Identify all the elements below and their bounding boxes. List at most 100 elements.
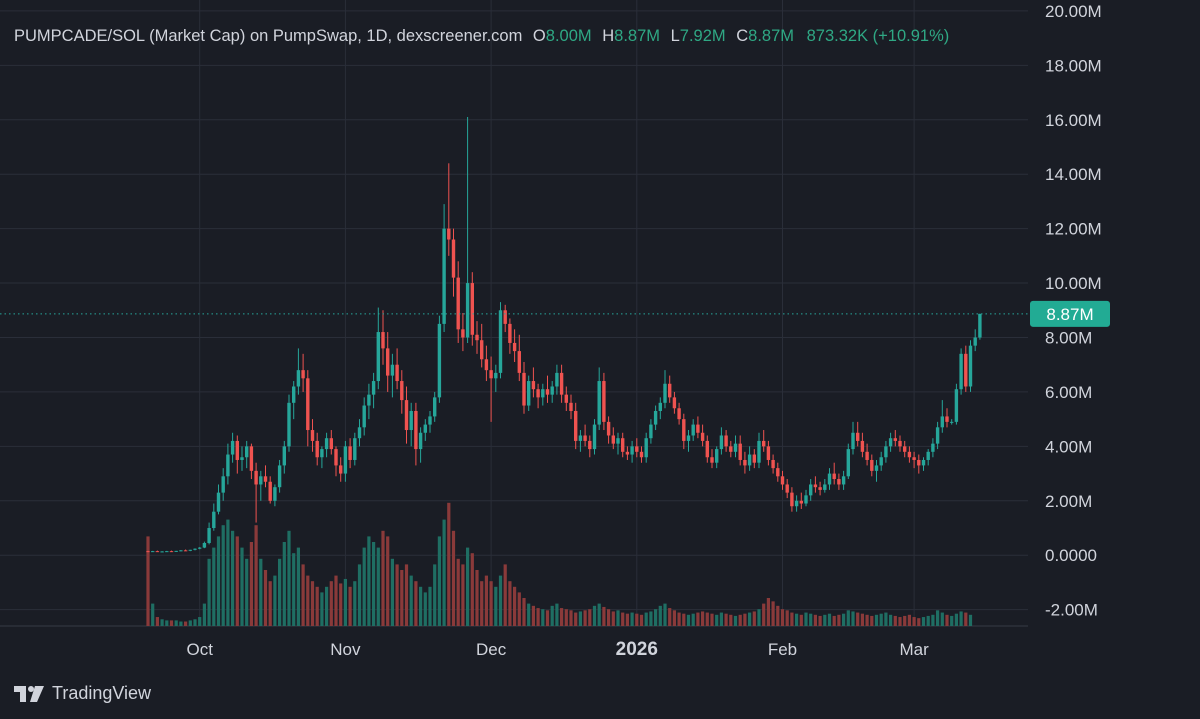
volume-bar <box>607 609 611 626</box>
candle-body <box>470 283 474 335</box>
volume-bar <box>616 610 620 626</box>
candle-body <box>757 440 761 463</box>
volume-bar <box>235 536 239 626</box>
candle-body <box>912 457 916 460</box>
y-tick-label: 10.00M <box>1045 274 1102 293</box>
volume-bar <box>776 605 780 626</box>
volume-bar <box>931 614 935 626</box>
volume-bar <box>484 575 488 626</box>
volume-bar <box>184 621 188 626</box>
candle-body <box>489 370 493 379</box>
tradingview-brand[interactable]: TradingView <box>14 683 151 704</box>
candle-body <box>334 449 338 466</box>
candle-body <box>386 348 390 376</box>
candle-body <box>151 551 155 553</box>
volume-bar <box>414 581 418 626</box>
volume-bar <box>921 617 926 626</box>
candle-body <box>705 440 709 458</box>
volume-bar <box>310 581 315 626</box>
volume-bar <box>287 530 291 626</box>
candle-body <box>818 487 822 490</box>
candle-body <box>362 405 366 428</box>
low-label: L <box>670 27 680 45</box>
volume-bar <box>912 617 916 626</box>
volume-bar <box>273 575 277 626</box>
candle-body <box>160 551 164 553</box>
volume-bar <box>263 570 268 626</box>
candle-body <box>155 551 160 553</box>
volume-bar <box>329 581 333 626</box>
candle-body <box>527 381 531 406</box>
candle-body <box>738 443 742 460</box>
candle-body <box>809 484 813 496</box>
candle-body <box>353 438 357 460</box>
candle-body <box>447 228 451 240</box>
grid-lines <box>0 0 1028 627</box>
candle-body <box>677 408 681 420</box>
volume-bar <box>621 612 625 626</box>
candle-body <box>480 340 484 360</box>
volume-bar <box>278 558 282 626</box>
volume-bar <box>809 613 813 626</box>
volume-bar <box>381 530 385 626</box>
volume-bar <box>654 609 658 626</box>
candle-body <box>475 334 479 341</box>
volume-bar <box>428 586 432 626</box>
candle-body <box>663 383 667 403</box>
candle-body <box>964 353 968 387</box>
volume-bar <box>503 564 507 626</box>
volume-bar <box>334 575 338 626</box>
volume-bar <box>827 613 832 626</box>
volume-bar <box>705 612 709 626</box>
candle-body <box>860 440 865 452</box>
volume-bar <box>903 615 907 626</box>
volume-bar <box>856 612 860 626</box>
volume-bar <box>630 612 634 626</box>
candle-body <box>846 449 850 477</box>
volume-bar <box>602 606 606 626</box>
candle-body <box>198 547 202 549</box>
candle-body <box>691 424 695 436</box>
candle-body <box>856 432 860 441</box>
candle-body <box>545 389 550 395</box>
volume-bar <box>785 610 789 626</box>
volume-bar <box>188 620 192 626</box>
volume-bar <box>846 610 850 626</box>
candle-body <box>559 372 564 395</box>
candle-body <box>715 449 719 463</box>
candle-body <box>259 476 263 485</box>
candle-body <box>644 438 648 458</box>
y-tick-label: 2.00M <box>1045 492 1092 511</box>
candle-body <box>602 381 606 422</box>
volume-bar <box>592 605 597 626</box>
candle-body <box>592 424 597 450</box>
candle-body <box>418 432 423 450</box>
y-tick-label: 8.00M <box>1045 328 1092 347</box>
volume-bar <box>249 542 253 626</box>
volume-bar <box>466 547 470 626</box>
candle-body <box>700 432 705 441</box>
y-tick-label: 18.00M <box>1045 56 1102 75</box>
volume-bar <box>588 609 592 626</box>
candle-body <box>292 386 296 403</box>
volume-bar <box>672 610 676 626</box>
volume-bar <box>860 613 864 626</box>
volume-bar <box>489 581 493 626</box>
volume-bar <box>813 614 817 626</box>
volume-bar <box>160 619 164 626</box>
volume-bar <box>456 558 460 626</box>
volume-bar <box>339 583 343 626</box>
candle-body <box>310 430 315 441</box>
candle-body <box>799 500 803 504</box>
volume-bar <box>517 592 521 626</box>
volume-bar <box>362 547 366 626</box>
x-tick-label: Feb <box>768 640 797 659</box>
candle-body <box>306 378 310 431</box>
volume-bar <box>423 592 427 626</box>
y-tick-label: 6.00M <box>1045 383 1092 402</box>
volume-bar <box>282 542 286 626</box>
volume-bar <box>193 619 197 626</box>
last-price-marker: 8.87M <box>0 300 1110 327</box>
candle-body <box>484 359 489 371</box>
